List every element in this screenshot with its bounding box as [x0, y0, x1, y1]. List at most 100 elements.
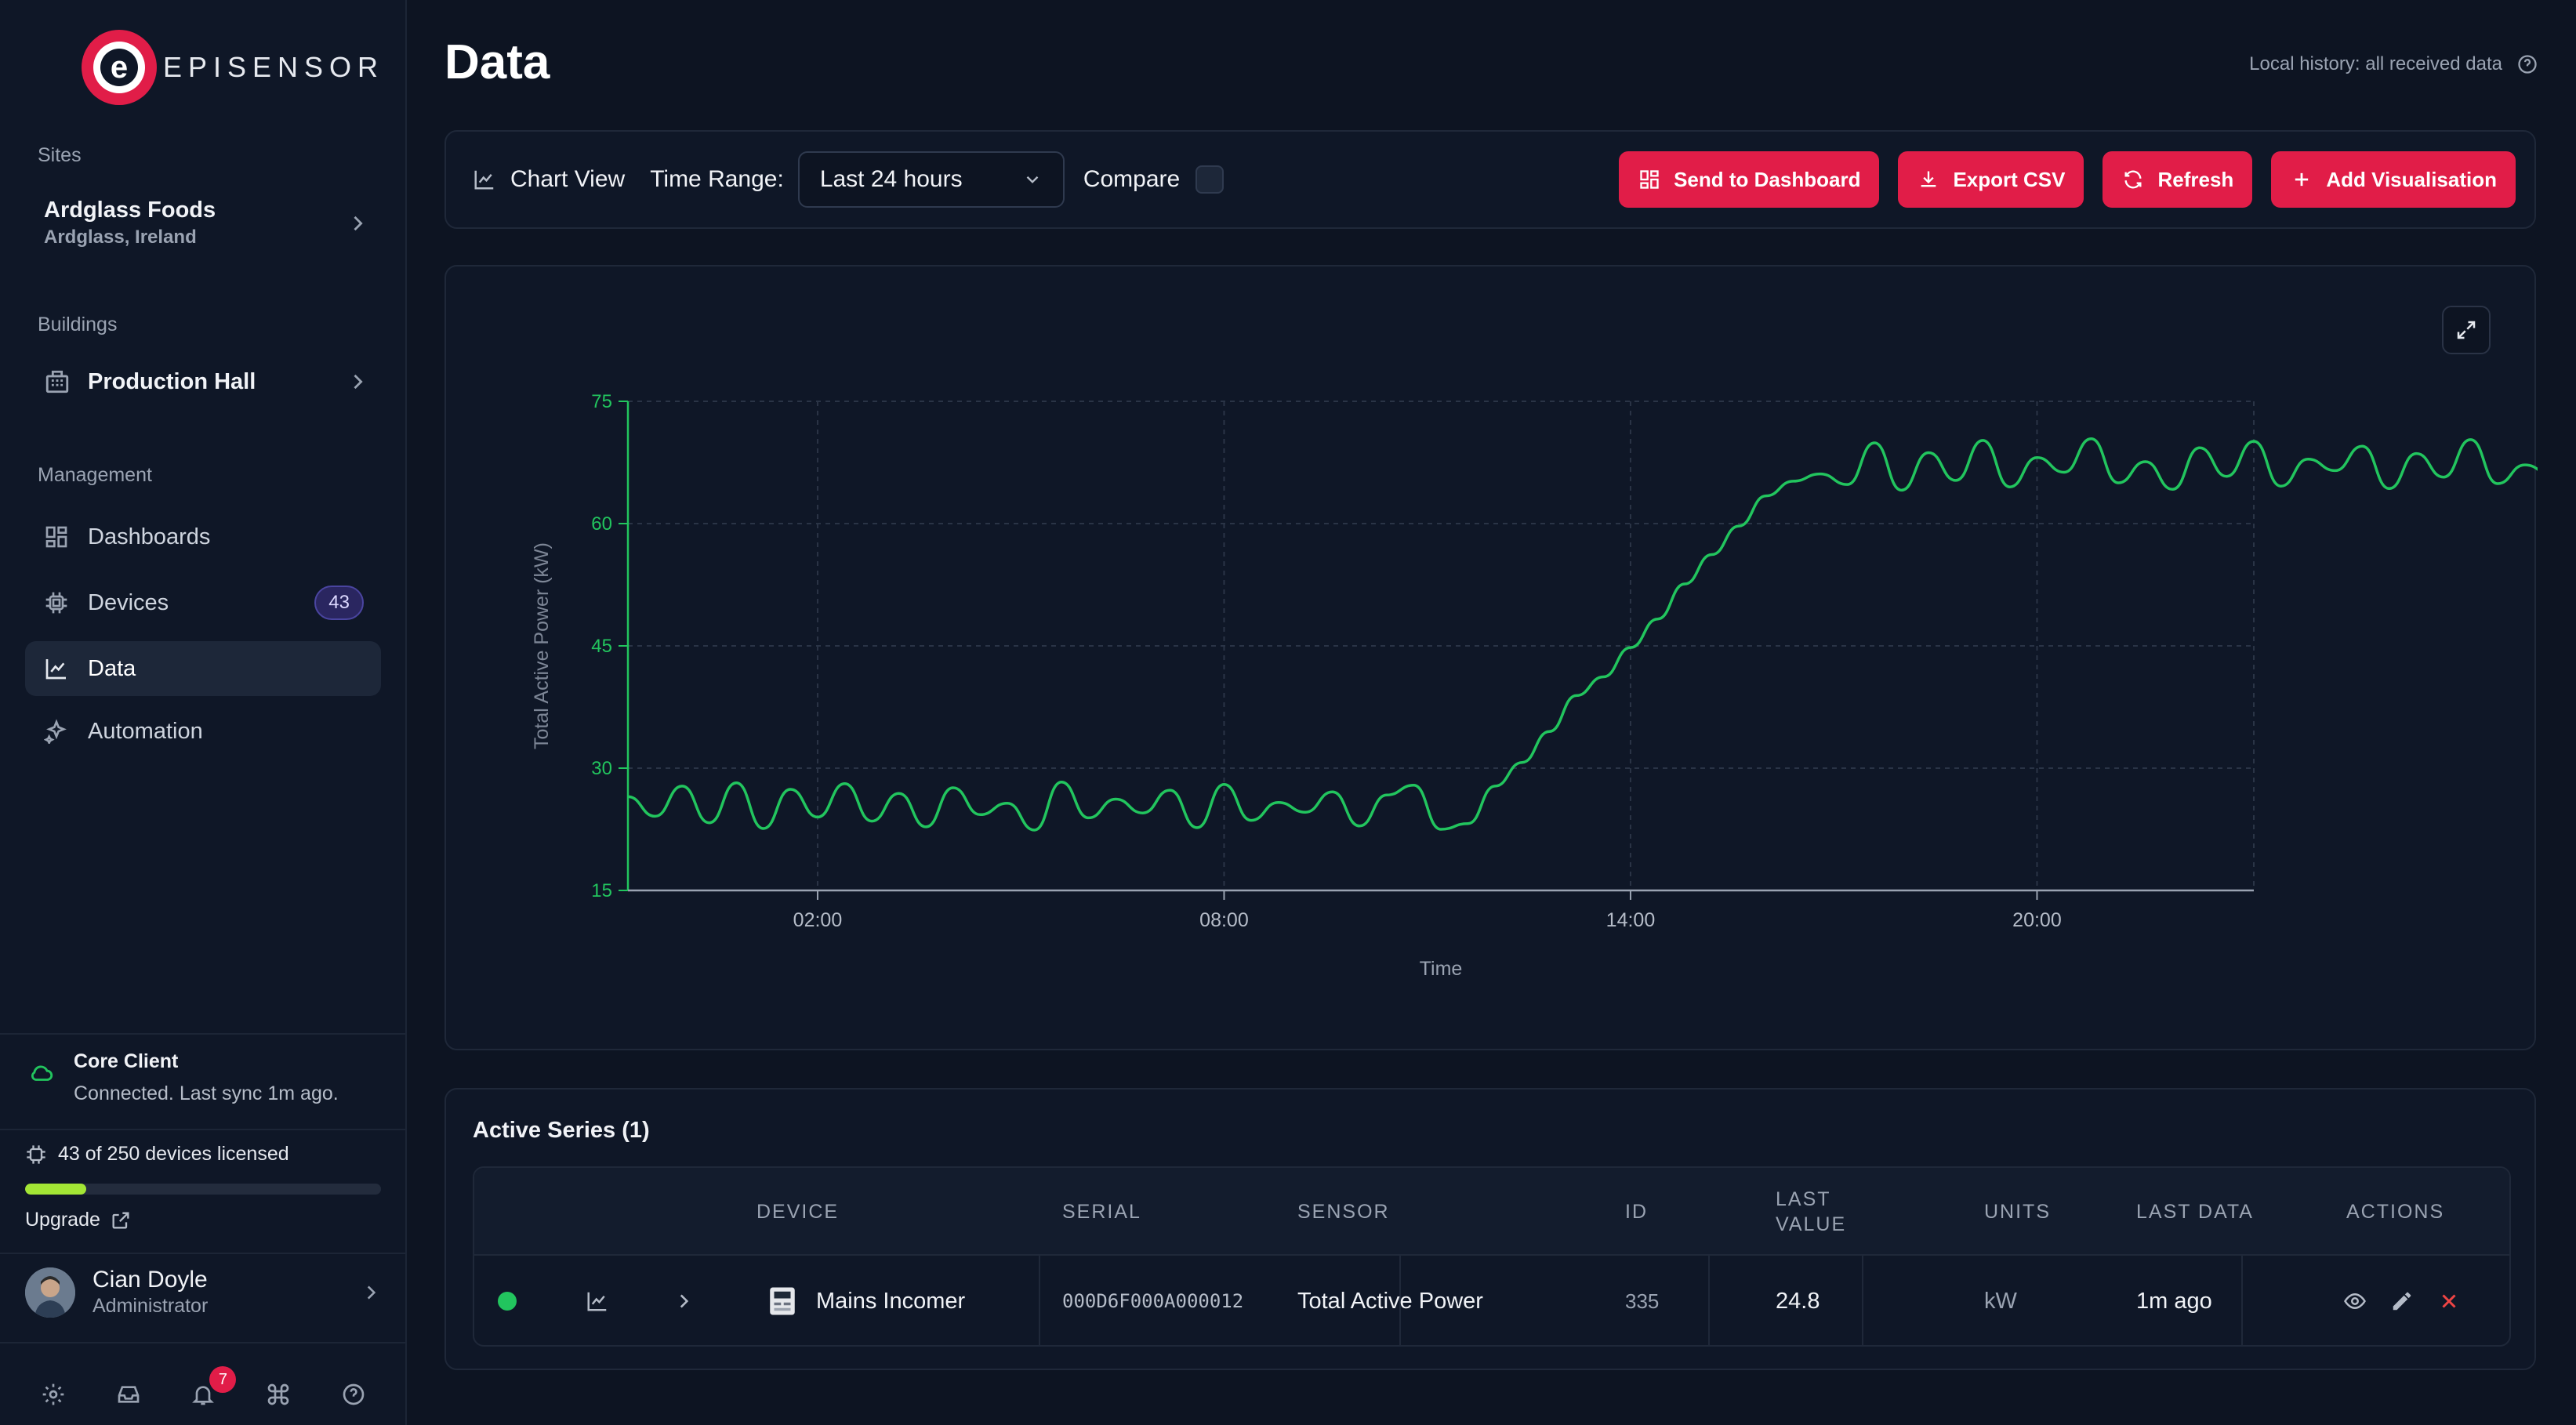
series-table: DEVICE SERIAL SENSOR ID LAST VALUE UNITS…: [473, 1166, 2511, 1347]
table-row[interactable]: Mains Incomer 000D6F000A000012 Total Act…: [474, 1256, 2509, 1345]
sidebar: e EPISENSOR Sites Ardglass Foods Ardglas…: [0, 0, 407, 1425]
column-header-id: ID: [1625, 1200, 1648, 1223]
chip-icon: [27, 1144, 45, 1164]
user-menu[interactable]: Cian Doyle Administrator: [25, 1267, 381, 1318]
sidebar-item-label: Dashboards: [88, 524, 211, 549]
view-series-button[interactable]: [2343, 1256, 2367, 1345]
device-cell: Mains Incomer: [766, 1256, 966, 1345]
close-icon: [2442, 1294, 2456, 1308]
meter-device-icon: [770, 1287, 795, 1315]
sidebar-divider: [0, 1033, 407, 1035]
chevron-down-icon: [1026, 176, 1039, 183]
edit-series-button[interactable]: [2390, 1256, 2414, 1345]
download-icon: [1917, 168, 1940, 191]
brand-logo[interactable]: e EPISENSOR: [82, 30, 384, 105]
user-role: Administrator: [93, 1295, 209, 1317]
sensor-cell: Total Active Power: [1297, 1288, 1483, 1314]
refresh-button[interactable]: Refresh: [2103, 151, 2253, 208]
send-to-dashboard-label: Send to Dashboard: [1674, 167, 1861, 191]
chevron-right-icon: [354, 374, 363, 390]
time-range-value: Last 24 hours: [819, 166, 963, 192]
chart-view-label: Chart View: [510, 166, 626, 192]
gear-icon: [42, 1383, 64, 1405]
sidebar-item-devices[interactable]: Devices 43: [25, 575, 381, 630]
remove-series-button[interactable]: [2437, 1256, 2461, 1345]
view-chart-button[interactable]: [586, 1256, 609, 1345]
sidebar-item-data[interactable]: Data: [25, 641, 381, 696]
sidebar-item-label: Data: [88, 655, 136, 681]
site-name: Ardglass Foods: [44, 198, 216, 223]
sidebar-item-label: Devices: [88, 589, 169, 615]
refresh-label: Refresh: [2157, 167, 2234, 191]
chart-view-toggle[interactable]: Chart View: [473, 166, 625, 193]
add-visualisation-button[interactable]: Add Visualisation: [2271, 151, 2516, 208]
command-palette-button[interactable]: [263, 1379, 294, 1410]
upgrade-label: Upgrade: [25, 1209, 100, 1231]
last-data-cell: 1m ago: [2136, 1288, 2212, 1314]
dashboard-grid-icon: [1638, 168, 1661, 191]
series-line: [627, 437, 2538, 832]
y-axis-label: Total Active Power (kW): [531, 542, 553, 749]
cloud-icon: [31, 1065, 53, 1081]
time-range-select[interactable]: Last 24 hours: [797, 151, 1065, 208]
time-range-label: Time Range:: [650, 166, 784, 192]
buildings-label: Buildings: [38, 314, 118, 335]
devices-count-badge: 43: [314, 586, 364, 620]
sidebar-item-dashboards[interactable]: Dashboards: [25, 509, 381, 564]
column-header-serial: SERIAL: [1062, 1200, 1141, 1223]
expand-icon: [2457, 321, 2476, 339]
license-progress-fill: [25, 1184, 87, 1195]
bell-icon: [192, 1386, 215, 1405]
compare-checkbox[interactable]: [1195, 165, 1225, 194]
core-client-title: Core Client: [74, 1050, 179, 1072]
license-progress-bar: [25, 1184, 381, 1195]
add-visualisation-label: Add Visualisation: [2326, 167, 2497, 191]
chip-icon: [42, 589, 71, 617]
chevron-right-icon: [354, 216, 363, 230]
compare-label: Compare: [1083, 166, 1181, 192]
column-header-last-value: LAST VALUE: [1776, 1188, 1847, 1236]
pencil-icon: [2393, 1292, 2411, 1311]
building-selector[interactable]: Production Hall: [44, 368, 368, 395]
inbox-button[interactable]: [113, 1379, 144, 1410]
main-content: Data Local history: all received data Ch…: [407, 0, 2576, 1425]
id-cell: 335: [1625, 1289, 1660, 1313]
sidebar-footer-actions: 7: [0, 1364, 407, 1425]
y-tick-label: 45: [591, 636, 612, 657]
table-header: DEVICE SERIAL SENSOR ID LAST VALUE UNITS…: [474, 1168, 2509, 1256]
site-selector[interactable]: Ardglass Foods Ardglass, Ireland: [44, 198, 368, 248]
sidebar-divider: [0, 1129, 407, 1130]
upgrade-link[interactable]: Upgrade: [25, 1209, 132, 1231]
help-circle-icon: [343, 1383, 365, 1405]
column-divider: [1708, 1168, 1710, 1345]
local-history-info: Local history: all received data: [2249, 53, 2538, 75]
expand-chart-button[interactable]: [2442, 306, 2491, 354]
license-info: 43 of 250 devices licensed: [25, 1143, 289, 1166]
notifications-button[interactable]: 7: [187, 1366, 237, 1410]
help-circle-icon[interactable]: [2516, 53, 2538, 75]
y-tick-label: 15: [591, 880, 612, 901]
user-name: Cian Doyle: [93, 1267, 208, 1293]
episensor-logo-icon: e: [82, 30, 157, 105]
expand-row-button[interactable]: [673, 1256, 694, 1345]
sidebar-item-automation[interactable]: Automation: [25, 704, 381, 759]
send-to-dashboard-button[interactable]: Send to Dashboard: [1619, 151, 1880, 208]
inbox-icon: [118, 1386, 140, 1403]
column-header-device: DEVICE: [756, 1200, 840, 1223]
column-divider: [1862, 1168, 1863, 1345]
device-name: Mains Incomer: [816, 1288, 966, 1314]
active-series-panel: Active Series (1) DEVICE SERIAL SENSOR I…: [444, 1088, 2536, 1370]
units-cell: kW: [1984, 1288, 2017, 1314]
management-label: Management: [38, 464, 152, 486]
power-chart[interactable]: 15 30 45 60 75 02:00 08:00 14:00 20:00 Total Acti…: [446, 267, 2538, 1052]
serial-cell: 000D6F000A000012: [1062, 1290, 1244, 1312]
avatar: [25, 1267, 75, 1318]
license-text: 43 of 250 devices licensed: [58, 1143, 289, 1165]
export-csv-button[interactable]: Export CSV: [1898, 151, 2084, 208]
chevron-right-icon: [367, 1285, 376, 1300]
settings-button[interactable]: [38, 1379, 69, 1410]
column-header-sensor: SENSOR: [1297, 1200, 1390, 1223]
column-header-actions: ACTIONS: [2346, 1200, 2445, 1223]
help-button[interactable]: [338, 1379, 369, 1410]
notification-count-badge: 7: [209, 1366, 237, 1393]
